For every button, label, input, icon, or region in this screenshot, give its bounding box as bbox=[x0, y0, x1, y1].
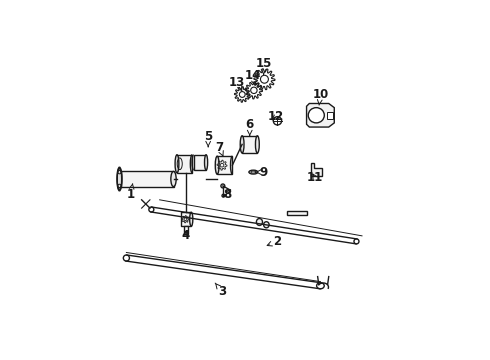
Ellipse shape bbox=[249, 170, 258, 174]
Text: 11: 11 bbox=[307, 171, 323, 184]
Text: 1: 1 bbox=[126, 184, 135, 201]
Bar bbox=[121, 171, 173, 186]
Text: 14: 14 bbox=[245, 68, 261, 86]
Text: 6: 6 bbox=[245, 118, 254, 136]
Text: 15: 15 bbox=[255, 58, 272, 75]
Ellipse shape bbox=[308, 108, 324, 123]
Text: 8: 8 bbox=[223, 188, 232, 201]
Bar bbox=[181, 212, 191, 226]
Ellipse shape bbox=[317, 283, 324, 289]
Ellipse shape bbox=[264, 222, 269, 228]
Bar bbox=[287, 211, 307, 215]
Ellipse shape bbox=[215, 156, 219, 174]
Ellipse shape bbox=[256, 219, 263, 225]
Text: 9: 9 bbox=[255, 166, 268, 179]
Ellipse shape bbox=[354, 239, 359, 244]
Ellipse shape bbox=[204, 155, 208, 170]
Ellipse shape bbox=[117, 168, 122, 190]
Bar bbox=[217, 156, 232, 174]
Text: 7: 7 bbox=[215, 141, 223, 157]
Ellipse shape bbox=[240, 136, 244, 153]
Bar bbox=[194, 155, 206, 170]
Polygon shape bbox=[311, 163, 322, 176]
Ellipse shape bbox=[123, 255, 129, 261]
Text: 2: 2 bbox=[267, 235, 282, 248]
Ellipse shape bbox=[171, 171, 176, 186]
Ellipse shape bbox=[149, 207, 154, 212]
Ellipse shape bbox=[175, 155, 179, 173]
Bar bbox=[184, 226, 188, 234]
Bar bbox=[177, 155, 192, 173]
Bar bbox=[242, 136, 257, 153]
Text: 10: 10 bbox=[312, 88, 329, 105]
Polygon shape bbox=[307, 103, 334, 127]
Text: 3: 3 bbox=[215, 283, 226, 298]
Bar bbox=[327, 112, 334, 118]
Ellipse shape bbox=[190, 212, 193, 226]
Text: 12: 12 bbox=[268, 110, 284, 123]
Text: 4: 4 bbox=[182, 229, 190, 242]
Text: 5: 5 bbox=[204, 130, 212, 147]
Ellipse shape bbox=[255, 136, 259, 153]
Text: 13: 13 bbox=[229, 76, 245, 91]
